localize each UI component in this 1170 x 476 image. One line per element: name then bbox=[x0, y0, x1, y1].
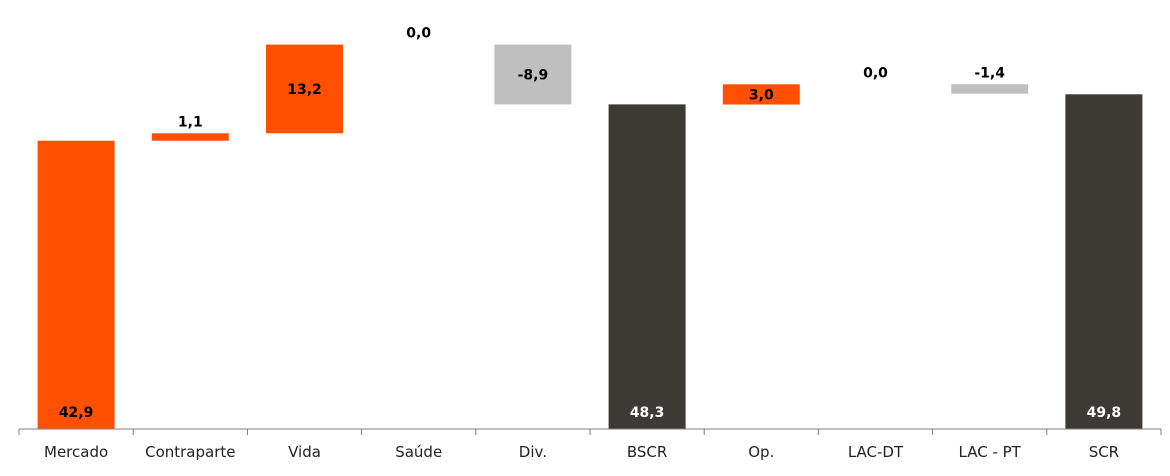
x-tick-label: BSCR bbox=[627, 443, 667, 461]
data-label: 48,3 bbox=[630, 405, 665, 421]
data-label: -8,9 bbox=[518, 68, 549, 84]
bar-vida bbox=[266, 44, 343, 134]
bar-bscr bbox=[608, 104, 686, 430]
bar-contraparte bbox=[151, 133, 229, 141]
data-label: -1,4 bbox=[974, 65, 1005, 81]
data-label: 49,8 bbox=[1087, 405, 1122, 421]
data-label: 0,0 bbox=[863, 65, 888, 81]
x-tick-label: Contraparte bbox=[145, 443, 235, 461]
data-label: 0,0 bbox=[406, 26, 431, 42]
data-label: 42,9 bbox=[59, 405, 94, 421]
bar-scr bbox=[1065, 94, 1143, 430]
bar-op bbox=[722, 84, 800, 105]
data-label: 1,1 bbox=[178, 114, 203, 130]
x-tick-label: Vida bbox=[288, 443, 321, 461]
x-tick-label: Div. bbox=[519, 443, 547, 461]
data-label: 13,2 bbox=[287, 82, 322, 98]
x-tick-label: Mercado bbox=[44, 443, 108, 461]
x-tick-label: LAC-DT bbox=[848, 443, 904, 461]
x-tick-label: SCR bbox=[1089, 443, 1119, 461]
bar-lac-pt bbox=[951, 84, 1029, 94]
data-label: 3,0 bbox=[749, 87, 774, 103]
x-tick-label: Op. bbox=[748, 443, 774, 461]
x-tick-label: Saúde bbox=[395, 443, 442, 461]
x-tick-label: LAC - PT bbox=[959, 443, 1022, 461]
bar-div bbox=[494, 44, 572, 105]
bar-mercado bbox=[37, 140, 115, 429]
